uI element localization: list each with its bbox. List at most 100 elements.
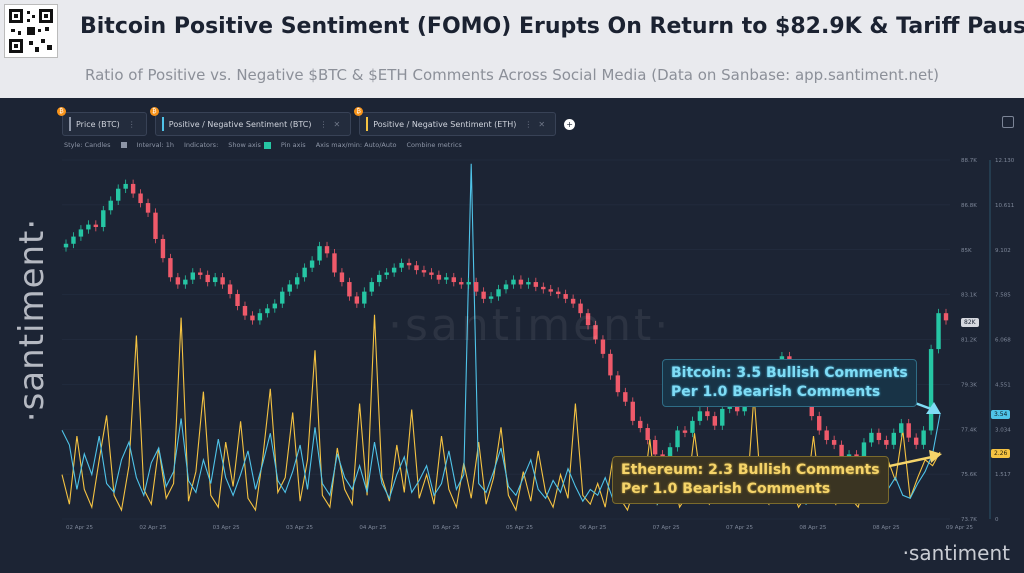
price-candle xyxy=(675,430,680,448)
sentiment-tick-label: 4.551 xyxy=(995,382,1011,388)
bitcoin-icon: ₿ xyxy=(57,107,66,116)
side-watermark: ·santiment· xyxy=(12,217,52,423)
sentiment-tick-label: 0 xyxy=(995,517,999,523)
eth-callout-line1: Ethereum: 2.3 Bullish Comments xyxy=(621,462,880,478)
more-icon[interactable]: ⋮ xyxy=(319,119,328,129)
price-candle xyxy=(459,282,464,285)
price-value-tag: 82K xyxy=(961,318,979,327)
more-icon[interactable]: ⋮ xyxy=(127,119,136,129)
axis-maxmin-select[interactable]: Axis max/min: Auto/Auto xyxy=(315,141,397,149)
price-candle xyxy=(936,313,941,350)
chart-subtitle: Ratio of Positive vs. Negative $BTC & $E… xyxy=(85,66,939,84)
price-candle xyxy=(548,289,553,292)
price-candle xyxy=(406,262,412,266)
price-candle xyxy=(436,274,442,280)
price-candle xyxy=(377,274,382,283)
close-icon[interactable]: ✕ xyxy=(538,119,546,129)
price-candle xyxy=(876,432,882,441)
price-candle xyxy=(324,246,330,254)
show-axis-label: Show axis xyxy=(228,141,261,149)
price-tick-label: 81.2K xyxy=(961,338,977,344)
price-candle xyxy=(638,420,643,429)
tab-price-btc[interactable]: Price (BTC) ⋮ ₿ xyxy=(57,107,147,136)
price-candle xyxy=(257,313,263,321)
x-tick-label: 03 Apr 25 xyxy=(213,525,241,531)
more-icon[interactable]: ⋮ xyxy=(524,119,533,129)
interval-select[interactable]: Interval: 1h xyxy=(136,141,174,149)
price-candle xyxy=(153,212,158,239)
price-candle xyxy=(473,282,479,292)
style-select[interactable]: Style: Candles xyxy=(64,141,111,149)
price-candle xyxy=(86,224,91,230)
price-candle xyxy=(421,270,427,273)
price-candle xyxy=(444,277,449,280)
price-candle xyxy=(526,282,531,285)
sentiment-tick-label: 9.102 xyxy=(995,248,1011,254)
price-candle xyxy=(362,291,367,304)
btc-value-tag: 3.54 xyxy=(991,410,1011,419)
price-candle xyxy=(220,277,225,285)
price-candle xyxy=(250,315,255,321)
tab-btc-sentiment[interactable]: Positive / Negative Sentiment (BTC) ⋮ ✕ … xyxy=(149,107,352,136)
price-tick-label: 79.3K xyxy=(961,382,977,388)
color-square-icon[interactable] xyxy=(120,142,127,148)
bitcoin-icon: ₿ xyxy=(149,107,159,116)
price-candle xyxy=(831,440,837,445)
plus-icon[interactable]: + xyxy=(564,118,576,130)
price-candle xyxy=(943,313,949,321)
x-tick-label: 05 Apr 25 xyxy=(433,525,461,531)
price-candle xyxy=(630,401,635,421)
settings-icon[interactable] xyxy=(1002,116,1014,128)
x-tick-label: 08 Apr 25 xyxy=(799,525,827,531)
price-candle xyxy=(600,339,606,354)
eth-value-tag: 2.26 xyxy=(991,449,1011,458)
price-candle xyxy=(294,277,300,285)
price-candle xyxy=(145,203,151,213)
price-candle xyxy=(682,430,688,433)
price-candle xyxy=(488,296,494,299)
price-candle xyxy=(101,210,106,228)
price-candle xyxy=(369,282,374,292)
price-candle xyxy=(235,294,240,306)
price-candle xyxy=(317,246,322,261)
price-candle xyxy=(130,183,136,194)
btc-arrow-head xyxy=(926,402,941,414)
qr-code-icon[interactable] xyxy=(4,4,58,58)
price-candle xyxy=(481,291,486,299)
header-banner: Bitcoin Positive Sentiment (FOMO) Erupts… xyxy=(0,0,1024,98)
price-candle xyxy=(280,291,285,304)
price-candle xyxy=(71,236,76,244)
pin-axis-toggle[interactable]: Pin axis xyxy=(280,141,306,149)
x-tick-label: 03 Apr 25 xyxy=(286,525,314,531)
tab-label: Positive / Negative Sentiment (BTC) xyxy=(168,119,312,129)
price-candle xyxy=(846,454,852,457)
bitcoin-icon: ₿ xyxy=(354,107,364,116)
price-candle xyxy=(570,298,576,304)
price-candle xyxy=(175,277,181,285)
eth-callout-line2: Per 1.0 Bearish Comments xyxy=(621,481,831,497)
indicators-select[interactable]: Indicators: xyxy=(183,141,219,149)
price-candle xyxy=(183,279,188,285)
combine-metrics-button[interactable]: Combine metrics xyxy=(406,141,462,149)
price-swatch xyxy=(69,117,71,131)
price-candle xyxy=(227,284,233,295)
price-candle xyxy=(585,313,591,326)
x-tick-label: 09 Apr 25 xyxy=(946,525,974,531)
price-candle xyxy=(168,258,173,278)
price-candle xyxy=(123,183,128,189)
close-icon[interactable]: ✕ xyxy=(333,119,341,129)
show-axis-toggle[interactable]: Show axis xyxy=(228,141,271,149)
price-candle xyxy=(78,229,84,237)
btc-callout: Bitcoin: 3.5 Bullish Comments Per 1.0 Be… xyxy=(662,359,917,407)
price-candle xyxy=(242,305,248,316)
price-candle xyxy=(593,325,598,340)
price-candle xyxy=(690,420,695,433)
price-candle xyxy=(809,399,814,417)
price-candle xyxy=(347,282,352,297)
price-candle xyxy=(503,284,509,290)
tab-eth-sentiment[interactable]: Positive / Negative Sentiment (ETH) ⋮ ✕ … xyxy=(354,107,557,136)
checkbox-icon xyxy=(263,141,271,149)
x-tick-label: 02 Apr 25 xyxy=(139,525,167,531)
price-candle xyxy=(615,375,621,393)
